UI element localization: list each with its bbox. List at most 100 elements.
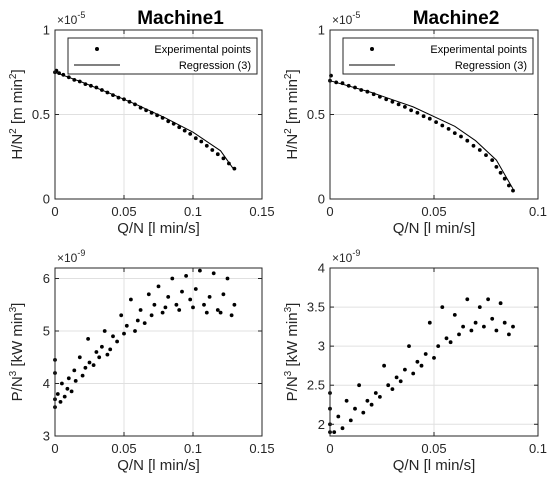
y-tick-label: 0.5	[32, 107, 50, 122]
data-point	[469, 328, 474, 333]
data-point	[427, 320, 432, 325]
data-point	[232, 302, 237, 307]
data-point	[105, 90, 110, 95]
y-axis-label-part: 3	[283, 306, 294, 312]
data-point	[423, 352, 428, 356]
data-point	[133, 102, 137, 107]
axes-box	[54, 267, 263, 437]
regression-line	[329, 80, 514, 190]
x-axis-label: Q/N [l min/s]	[393, 220, 476, 237]
data-point	[507, 183, 511, 188]
data-point	[83, 365, 88, 370]
data-point	[87, 360, 92, 365]
x-tick-label: 0.05	[111, 204, 136, 219]
data-point	[432, 356, 436, 360]
y-tick-label: 2	[318, 417, 325, 432]
y-axis-label: H/N2 [m min2]	[283, 69, 301, 159]
data-point	[369, 402, 374, 407]
data-point	[80, 373, 85, 378]
data-point	[180, 289, 184, 294]
data-point	[202, 302, 206, 307]
data-point	[378, 94, 382, 99]
x-tick-label: 0	[326, 441, 333, 456]
data-point	[457, 332, 461, 337]
data-point	[427, 116, 432, 121]
x-tick-label: 0.05	[421, 441, 446, 456]
data-point	[459, 134, 463, 139]
data-point	[348, 418, 353, 423]
data-point	[452, 313, 457, 317]
x-tick-label: 0.1	[529, 204, 547, 219]
data-point	[334, 80, 339, 85]
data-point	[340, 81, 345, 86]
data-point	[122, 97, 126, 102]
data-point	[482, 324, 486, 329]
data-point	[403, 367, 407, 372]
data-point	[511, 324, 515, 329]
x-axis-label: Q/N [l min/s]	[393, 457, 476, 474]
y-axis-label-part: 3	[283, 370, 294, 376]
chart-panel-2: 0 0.05 0.1 0 0.5 1 ×10-5 Machine2 Q/N [l min/s] H…	[283, 8, 547, 237]
data-point	[415, 110, 420, 115]
data-point	[471, 143, 476, 148]
data-point	[144, 108, 149, 113]
data-point	[409, 108, 413, 113]
legend-entry-label: Regression (3)	[179, 60, 251, 72]
data-point	[225, 276, 230, 281]
y-axis-label-part: ]	[9, 303, 26, 307]
data-point	[146, 292, 151, 297]
data-point	[477, 148, 482, 152]
data-point	[177, 125, 182, 130]
data-point	[105, 352, 110, 357]
data-point	[69, 389, 74, 394]
y-axis-label-part: H/N	[284, 134, 301, 160]
data-point	[390, 387, 395, 391]
data-point	[204, 310, 209, 315]
axis-exponent-label: ×10-9	[332, 248, 360, 265]
data-point	[191, 305, 195, 310]
data-point	[149, 313, 154, 318]
data-point	[344, 398, 349, 403]
data-point	[227, 161, 231, 166]
legend-box	[67, 37, 258, 75]
data-point	[89, 83, 93, 88]
y-tick-label: 4	[318, 261, 325, 276]
data-point	[60, 381, 64, 386]
y-axis-label-part: 3	[8, 306, 19, 312]
data-point	[415, 359, 420, 364]
y-tick-label: 6	[43, 271, 50, 286]
data-point	[73, 379, 78, 383]
y-tick-label: 1	[43, 23, 50, 38]
y-axis-label-part: ]	[9, 69, 26, 73]
data-point	[340, 426, 345, 431]
data-point	[403, 105, 407, 109]
data-point	[332, 430, 337, 434]
data-point	[111, 93, 115, 97]
data-point	[171, 121, 176, 126]
y-tick-label: 2.5	[307, 378, 325, 393]
exponent-base: ×10	[332, 13, 353, 27]
x-tick-label: 0.1	[184, 441, 202, 456]
data-point	[371, 92, 376, 97]
data-point	[142, 321, 147, 325]
data-point	[58, 400, 63, 404]
data-point	[465, 138, 470, 143]
exponent-power: -5	[77, 10, 85, 20]
x-tick-label: 0	[326, 204, 333, 219]
data-point	[465, 297, 470, 302]
y-axis-label-part: [m min	[284, 79, 301, 128]
data-point	[490, 316, 495, 321]
data-point	[188, 132, 193, 136]
data-point	[398, 379, 403, 384]
data-point	[135, 318, 140, 323]
data-point	[490, 158, 495, 163]
x-tick-label: 0	[51, 204, 58, 219]
legend: Experimental points Regression (3)	[67, 37, 258, 75]
y-tick-label: 0	[43, 192, 50, 207]
data-point	[160, 116, 165, 120]
data-point	[207, 295, 212, 299]
data-point	[357, 383, 361, 388]
data-point	[365, 89, 370, 94]
data-point	[72, 78, 77, 82]
data-point	[83, 82, 88, 86]
